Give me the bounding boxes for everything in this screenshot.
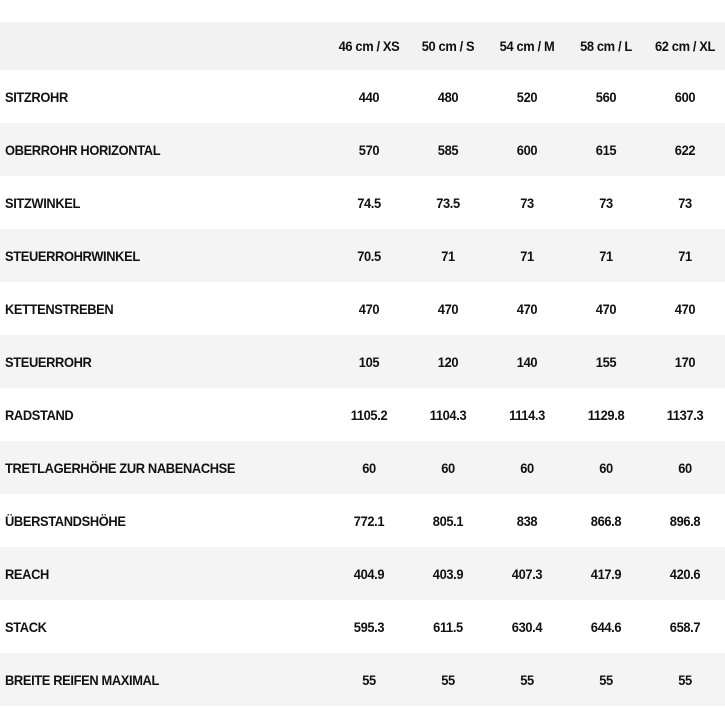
cell-value: 60 [520,459,534,476]
cell-value: 73 [599,194,613,211]
row-label: ÜBERSTANDSHÖHE [5,512,126,529]
cell-value: 55 [678,671,692,688]
cell-value: 55 [362,671,376,688]
row-label: BREITE REIFEN MAXIMAL [5,671,159,688]
cell-value: 470 [358,300,380,317]
table-row: RADSTAND 1105.2 1104.3 1114.3 1129.8 1137.3 [0,388,725,441]
cell-value: 60 [678,459,692,476]
cell-value: 615 [595,141,617,158]
cell-value: 417.9 [590,565,622,582]
cell-value: 120 [437,353,459,370]
table-row: SITZWINKEL 74.5 73.5 73 73 73 [0,176,725,229]
cell-value: 470 [595,300,617,317]
table-row: ÜBERSTANDSHÖHE 772.1 805.1 838 866.8 896.8 [0,494,725,547]
table-row: KETTENSTREBEN 470 470 470 470 470 [0,282,725,335]
row-label: REACH [5,565,49,582]
cell-value: 420.6 [669,565,701,582]
column-header: 58 cm / L [580,38,632,54]
cell-value: 74.5 [357,194,381,211]
cell-value: 658.7 [669,618,701,635]
cell-value: 60 [362,459,376,476]
cell-value: 896.8 [669,512,701,529]
cell-value: 155 [595,353,617,370]
cell-value: 1129.8 [587,406,625,423]
table-row: TRETLAGERHÖHE ZUR NABENACHSE 60 60 60 60 60 [0,441,725,494]
cell-value: 73 [520,194,534,211]
cell-value: 55 [441,671,455,688]
cell-value: 71 [441,247,455,264]
cell-value: 611.5 [433,618,463,635]
cell-value: 600 [674,88,696,105]
cell-value: 404.9 [353,565,385,582]
cell-value: 71 [678,247,692,264]
cell-value: 585 [437,141,459,158]
row-label: STACK [5,618,47,635]
column-header: 54 cm / M [499,38,555,54]
cell-value: 470 [437,300,459,317]
table-row: BREITE REIFEN MAXIMAL 55 55 55 55 55 [0,653,725,706]
cell-value: 73.5 [436,194,460,211]
row-label: RADSTAND [5,406,74,423]
cell-value: 480 [437,88,459,105]
cell-value: 60 [599,459,613,476]
cell-value: 622 [674,141,696,158]
table-row: STEUERROHR 105 120 140 155 170 [0,335,725,388]
cell-value: 55 [599,671,613,688]
cell-value: 772.1 [353,512,385,529]
column-header: 46 cm / XS [338,38,400,54]
cell-value: 1137.3 [666,406,704,423]
cell-value: 520 [516,88,538,105]
cell-value: 170 [674,353,696,370]
cell-value: 403.9 [432,565,464,582]
row-label: SITZWINKEL [5,194,81,211]
geometry-table: 46 cm / XS 50 cm / S 54 cm / M 58 cm / L 62 … [0,22,725,706]
cell-value: 595.3 [353,618,385,635]
cell-value: 600 [516,141,538,158]
cell-value: 470 [674,300,696,317]
cell-value: 70.5 [357,247,381,264]
row-label: TRETLAGERHÖHE ZUR NABENACHSE [5,459,236,476]
row-label: STEUERROHRWINKEL [5,247,140,264]
table-row: SITZROHR 440 480 520 560 600 [0,70,725,123]
row-label: OBERROHR HORIZONTAL [5,141,161,158]
column-header: 62 cm / XL [654,38,716,54]
table-row: OBERROHR HORIZONTAL 570 585 600 615 622 [0,123,725,176]
cell-value: 60 [441,459,455,476]
cell-value: 407.3 [511,565,543,582]
row-label: SITZROHR [5,88,68,105]
cell-value: 71 [520,247,534,264]
cell-value: 1114.3 [509,406,545,423]
column-header: 50 cm / S [421,38,475,54]
cell-value: 71 [599,247,613,264]
cell-value: 838 [516,512,538,529]
row-label: KETTENSTREBEN [5,300,114,317]
cell-value: 560 [595,88,617,105]
cell-value: 866.8 [590,512,622,529]
table-row: STACK 595.3 611.5 630.4 644.6 658.7 [0,600,725,653]
cell-value: 73 [678,194,692,211]
cell-value: 470 [516,300,538,317]
cell-value: 105 [358,353,380,370]
table-row: REACH 404.9 403.9 407.3 417.9 420.6 [0,547,725,600]
cell-value: 440 [358,88,380,105]
header-row: 46 cm / XS 50 cm / S 54 cm / M 58 cm / L 62 … [0,22,725,70]
cell-value: 1104.3 [429,406,467,423]
row-label: STEUERROHR [5,353,92,370]
cell-value: 140 [516,353,538,370]
cell-value: 644.6 [590,618,622,635]
cell-value: 570 [358,141,380,158]
cell-value: 1105.2 [350,406,388,423]
table-row: STEUERROHRWINKEL 70.5 71 71 71 71 [0,229,725,282]
cell-value: 55 [520,671,534,688]
cell-value: 805.1 [432,512,464,529]
cell-value: 630.4 [511,618,543,635]
